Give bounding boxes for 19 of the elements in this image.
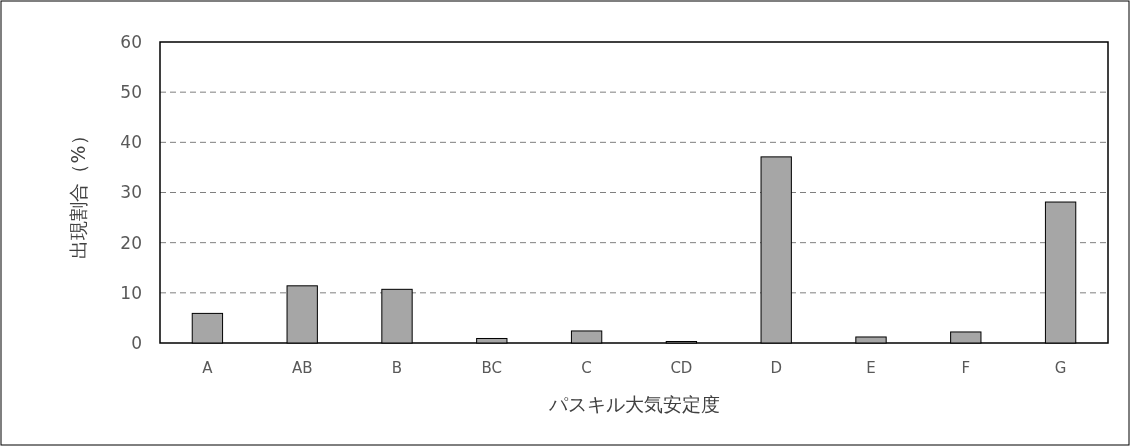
x-tick-label: E [866,359,876,377]
x-tick-label: G [1054,359,1067,377]
x-axis-title: パスキル大気安定度 [547,393,720,415]
x-tick-label: C [581,359,592,377]
y-tick-label: 0 [131,332,142,353]
y-axis-title: 出現割合（%） [67,126,89,259]
x-tick-label: D [770,359,782,377]
x-tick-label: A [202,359,214,377]
x-tick-label: AB [291,359,313,377]
y-tick-label: 30 [120,182,142,203]
y-tick-label: 60 [120,31,142,52]
x-tick-label: BC [481,359,503,377]
x-tick-label: F [961,359,971,377]
x-tick-label: B [391,359,403,377]
y-tick-label: 20 [120,232,142,253]
x-tick-label: CD [670,359,693,377]
y-tick-label: 40 [120,132,142,153]
y-tick-label: 50 [120,82,142,103]
y-tick-label: 10 [120,282,142,303]
